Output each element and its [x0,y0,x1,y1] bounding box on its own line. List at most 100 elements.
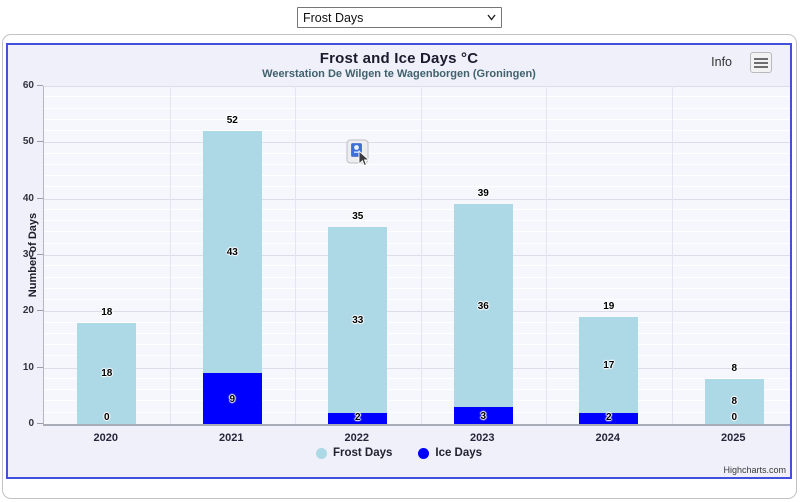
y-axis-tick [37,423,43,424]
frost-value-label: 36 [477,300,489,312]
minor-gridline [44,287,790,289]
ice-value-label: 0 [103,412,110,423]
y-axis-tick [37,254,43,255]
frost-value-label: 33 [352,314,364,326]
bar-segment-frost-2025[interactable] [704,378,764,424]
minor-gridline [44,231,790,233]
minor-gridline [44,186,790,188]
minor-gridline [44,175,790,177]
minor-gridline [44,242,790,244]
minor-gridline [44,276,790,278]
page-card: Frost and Ice Days °C Weerstation De Wil… [2,34,797,499]
hamburger-icon [754,57,768,60]
vertical-gridline [671,86,673,424]
frost-value-label: 8 [731,396,738,408]
stack-total-label: 39 [477,188,489,200]
y-axis-label: 60 [22,80,34,91]
chart-container: Frost and Ice Days °C Weerstation De Wil… [6,43,792,479]
y-axis-label: 20 [22,305,34,317]
y-axis-label: 30 [22,249,34,260]
minor-gridline [44,130,790,132]
chart-type-select-wrap: Frost Days [297,7,502,28]
x-axis-label-2024: 2024 [595,432,620,444]
minor-gridline [44,118,790,120]
stack-total-label: 35 [352,210,364,222]
minor-gridline [44,107,790,109]
major-gridline [44,311,790,313]
y-axis-tick [37,141,43,143]
major-gridline [44,255,790,256]
legend-label: Frost Days [332,447,393,459]
minor-gridline [44,220,790,222]
bar-segment-frost-2020[interactable] [77,322,137,424]
major-gridline [44,142,790,144]
y-axis-tick [37,366,43,368]
frost-value-label: 43 [226,247,238,259]
legend-label: Ice Days [435,447,483,459]
ice-value-label: 0 [731,412,738,423]
bar-segment-frost-2022[interactable] [328,226,388,413]
ice-value-label: 9 [229,393,236,405]
x-axis-label-2023: 2023 [470,432,495,444]
bar-segment-ice-2024[interactable] [579,412,639,424]
x-axis-label-2022: 2022 [344,432,369,444]
minor-gridline [44,208,790,210]
minor-gridline [44,299,790,301]
bar-segment-frost-2021[interactable] [202,131,262,374]
chart-subtitle: Weerstation De Wilgen te Wagenborgen (Gr… [262,68,536,80]
legend-item-frost-days[interactable]: Frost Days [315,447,393,459]
minor-gridline [44,411,790,413]
frost-value-label: 17 [603,359,615,371]
bar-segment-frost-2024[interactable] [579,316,639,413]
stack-total-label: 52 [226,115,238,127]
y-axis-tick [37,310,43,312]
y-axis-label: 0 [28,418,34,429]
minor-gridline [44,265,790,267]
ice-value-label: 3 [480,410,487,422]
y-axis-label: 10 [22,361,34,373]
chart-type-select[interactable]: Frost Days [297,7,502,28]
minor-gridline [44,377,790,379]
minor-gridline [44,163,790,165]
major-gridline [44,198,790,200]
minor-gridline [44,321,790,323]
vertical-gridline [546,86,547,424]
ice-value-label: 2 [605,412,612,423]
legend: Frost Days Ice Days [8,447,790,459]
x-axis-label-2020: 2020 [93,432,118,444]
minor-gridline [44,332,790,334]
minor-gridline [44,344,790,346]
chart-title: Frost and Ice Days °C [319,50,479,67]
ice-value-label: 2 [354,412,361,423]
x-axis-label-2021: 2021 [219,432,244,444]
x-axis-label-2025: 2025 [721,432,746,444]
vertical-gridline [420,86,422,424]
major-gridline [44,367,790,369]
minor-gridline [44,152,790,154]
stack-total-label: 18 [101,306,113,318]
hamburger-menu-button[interactable] [750,52,772,73]
stack-total-label: 19 [603,300,615,312]
minor-gridline [44,389,790,391]
major-gridline [44,86,790,87]
frost-value-label: 18 [101,368,113,380]
bar-segment-ice-2022[interactable] [328,412,388,424]
bar-segment-ice-2023[interactable] [453,407,513,424]
x-axis-line [43,424,790,426]
y-axis-label: 50 [22,136,34,148]
minor-gridline [44,96,790,98]
ice-days-marker-icon [418,447,430,459]
minor-gridline [44,400,790,402]
minor-gridline [44,355,790,357]
bar-segment-frost-2023[interactable] [453,204,513,408]
y-axis-label: 40 [22,192,34,204]
highcharts-credits[interactable]: Highcharts.com [723,465,786,475]
legend-item-ice-days[interactable]: Ice Days [418,447,482,459]
info-link[interactable]: Info [711,55,732,69]
vertical-gridline [169,86,171,424]
stack-total-label: 8 [731,362,738,374]
plot-area: 0 18 18 9 43 52 2 33 35 3 36 39 2 17 19 0 8 8 [43,86,790,424]
y-axis-tick [37,85,43,86]
y-axis-tick [37,197,43,199]
bar-segment-ice-2021[interactable] [202,373,262,424]
